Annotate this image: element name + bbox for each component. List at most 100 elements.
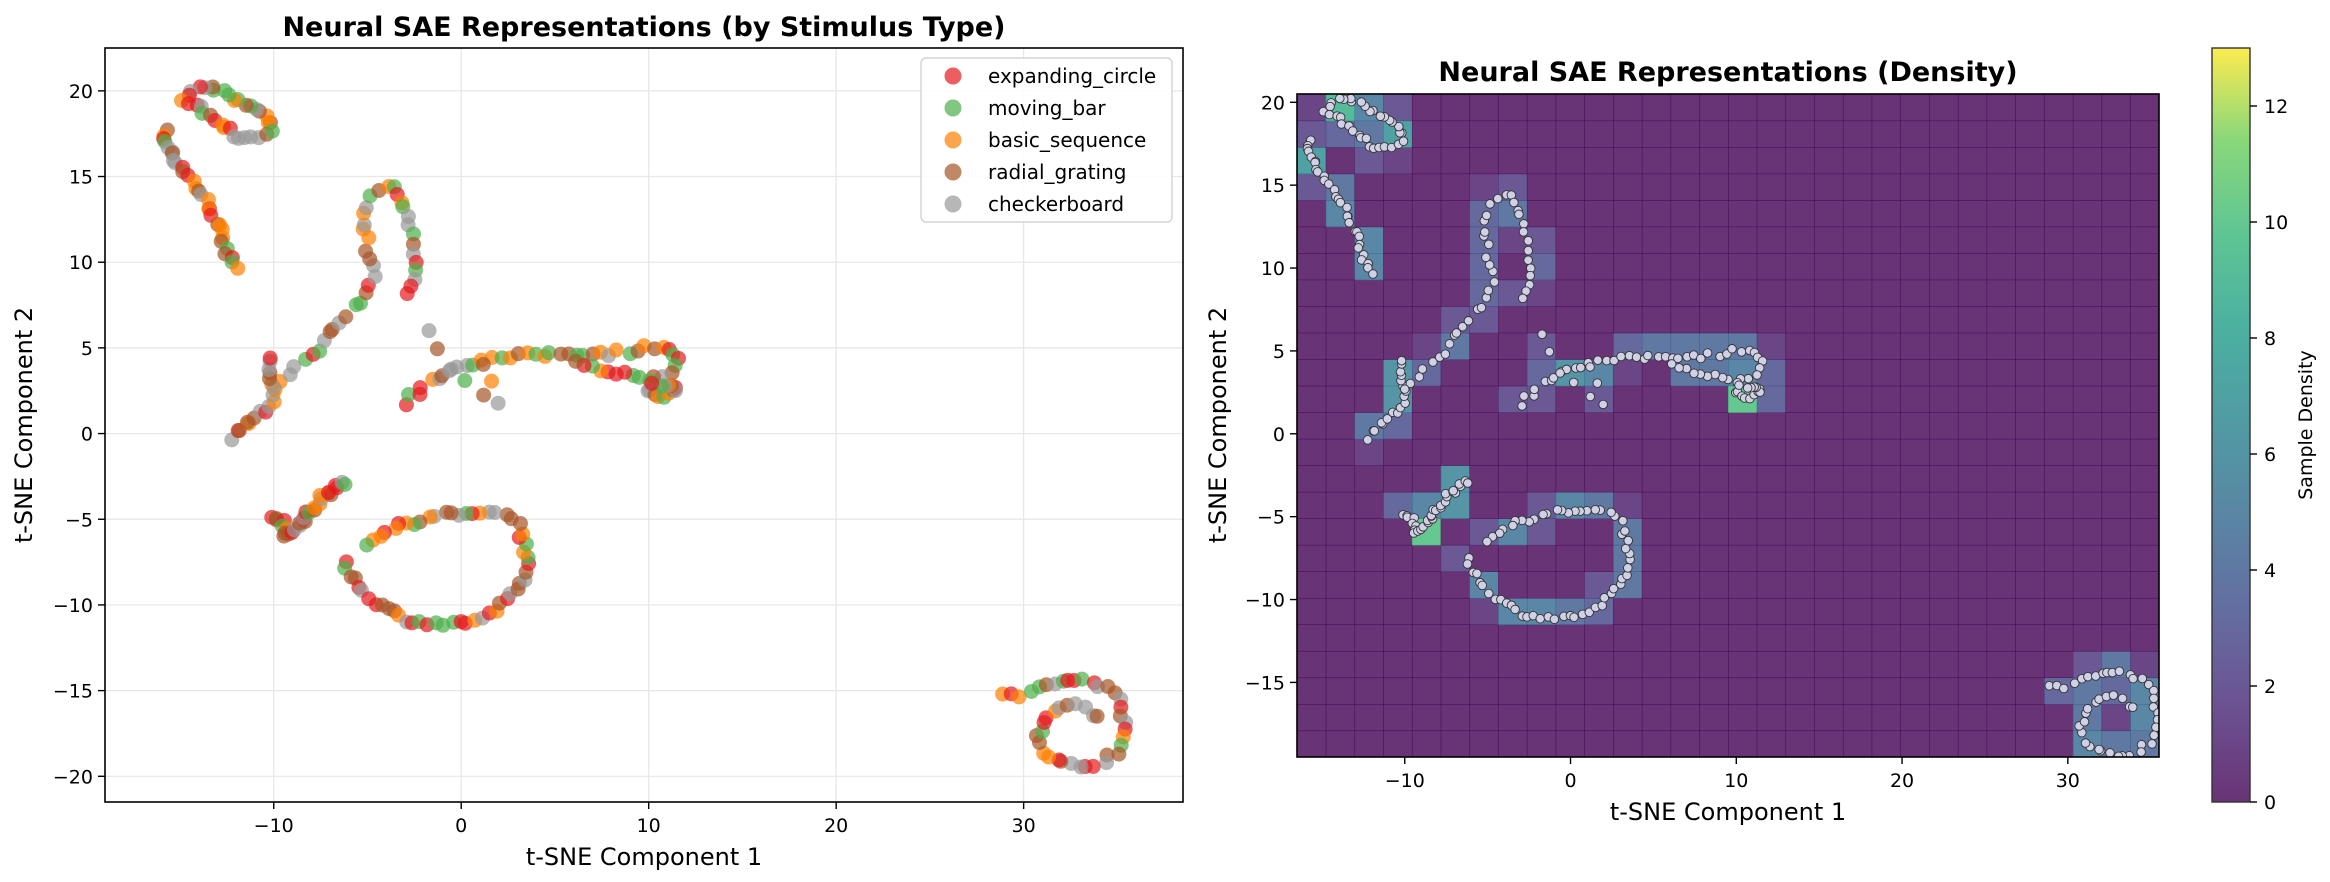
density-point	[2069, 678, 2080, 688]
heatmap-cell	[1670, 147, 1700, 175]
heatmap-cell	[1297, 359, 1327, 387]
heatmap-cell	[1469, 94, 1499, 122]
heatmap-cell	[1756, 677, 1787, 705]
heatmap-cell	[1498, 624, 1528, 652]
heatmap-cell	[1728, 438, 1758, 466]
heatmap-cell	[1756, 703, 1787, 732]
heatmap-cell	[1325, 571, 1356, 599]
colorbar-tick-label: 12	[2264, 96, 2288, 118]
heatmap-cell	[1957, 94, 1988, 122]
heatmap-cell	[1440, 94, 1470, 122]
heatmap-cell	[1756, 624, 1787, 652]
heatmap-cell	[1354, 597, 1384, 625]
heatmap-cell	[1900, 518, 1930, 546]
density-point	[1519, 391, 1529, 401]
heatmap-cell	[1785, 465, 1815, 493]
density-point	[1361, 133, 1372, 144]
heatmap-cell	[1383, 200, 1413, 228]
heatmap-cell	[1756, 200, 1787, 228]
density-point	[1356, 97, 1367, 107]
heatmap-cell	[2101, 412, 2131, 440]
heatmap-cell	[1383, 571, 1413, 599]
heatmap-cell	[1297, 491, 1327, 519]
heatmap-cell	[1670, 491, 1700, 519]
density-point	[1472, 568, 1482, 579]
heatmap-cell	[1498, 730, 1528, 757]
density-xlabel: t-SNE Component 1	[1610, 798, 1846, 826]
scatter-points	[156, 79, 1134, 775]
heatmap-cell	[1498, 332, 1528, 360]
heatmap-cell	[1584, 279, 1614, 307]
heatmap-cell	[1900, 385, 1930, 413]
heatmap-cell	[2015, 120, 2045, 148]
heatmap-cell	[1756, 147, 1787, 175]
colorbar-gradient	[2211, 47, 2251, 803]
heatmap-cell	[1900, 120, 1930, 148]
colorbar-tick-label: 4	[2264, 560, 2276, 582]
density-point	[2114, 666, 2125, 677]
heatmap-cell	[1929, 518, 1959, 546]
heatmap-cell	[1555, 253, 1585, 281]
heatmap-cell	[1584, 412, 1614, 440]
heatmap-cell	[1584, 173, 1614, 201]
heatmap-cell	[2101, 624, 2131, 652]
heatmap-cell	[2072, 306, 2103, 334]
heatmap-cell	[1986, 650, 2016, 679]
heatmap-cell	[1842, 226, 1873, 254]
density-point	[2137, 673, 2148, 684]
heatmap-cell	[1756, 650, 1787, 679]
heatmap-cell	[1670, 624, 1700, 652]
heatmap-cell	[1699, 412, 1729, 440]
heatmap-cell	[1411, 120, 1442, 148]
heatmap-cell	[1526, 571, 1557, 599]
heatmap-cell	[1814, 597, 1844, 625]
density-point	[1727, 344, 1737, 354]
heatmap-cell	[1986, 279, 2016, 307]
x-tick-label: 30	[2056, 770, 2080, 792]
density-point	[1414, 372, 1425, 382]
heatmap-cell	[1785, 94, 1815, 122]
heatmap-cell	[1670, 703, 1700, 732]
density-point	[1608, 583, 1619, 594]
density-point	[1362, 435, 1373, 445]
density-point	[1575, 362, 1586, 373]
heatmap-cell	[2072, 147, 2103, 175]
heatmap-cell	[1900, 465, 1930, 493]
heatmap-cell	[1986, 677, 2016, 705]
heatmap-cell	[2015, 730, 2045, 757]
heatmap-cell	[2015, 385, 2045, 413]
heatmap-cell	[1957, 412, 1988, 440]
scatter-point-checkerboard	[358, 200, 374, 216]
y-tick-label: −10	[53, 595, 93, 617]
heatmap-cell	[1670, 571, 1700, 599]
scatter-point-basic_sequence	[484, 373, 500, 389]
scatter-xlabel: t-SNE Component 1	[526, 843, 762, 871]
density-point	[1518, 227, 1529, 237]
heatmap-cell	[1641, 359, 1672, 387]
heatmap-cell	[1641, 518, 1672, 546]
heatmap-cell	[1986, 597, 2016, 625]
heatmap-cell	[1297, 438, 1327, 466]
heatmap-cell	[1411, 677, 1442, 705]
heatmap-cell	[1929, 332, 1959, 360]
heatmap-cell	[1440, 226, 1470, 254]
density-point	[1363, 263, 1373, 273]
heatmap-cell	[1900, 332, 1930, 360]
heatmap-cell	[1526, 438, 1557, 466]
heatmap-cell	[2130, 359, 2159, 387]
heatmap-cell	[2130, 597, 2159, 625]
density-point	[1482, 536, 1492, 547]
heatmap-cell	[2072, 571, 2103, 599]
heatmap-cell	[2044, 359, 2074, 387]
heatmap-cell	[1555, 677, 1585, 705]
density-point	[1485, 199, 1495, 209]
heatmap-cell	[2044, 226, 2074, 254]
heatmap-cell	[2130, 94, 2159, 122]
heatmap-cell	[2015, 412, 2045, 440]
heatmap-cell	[1728, 147, 1758, 175]
heatmap-cell	[1498, 147, 1528, 175]
heatmap-cell	[2101, 173, 2131, 201]
heatmap-cell	[1297, 650, 1327, 679]
heatmap-cell	[1411, 226, 1442, 254]
heatmap-cell	[2072, 332, 2103, 360]
